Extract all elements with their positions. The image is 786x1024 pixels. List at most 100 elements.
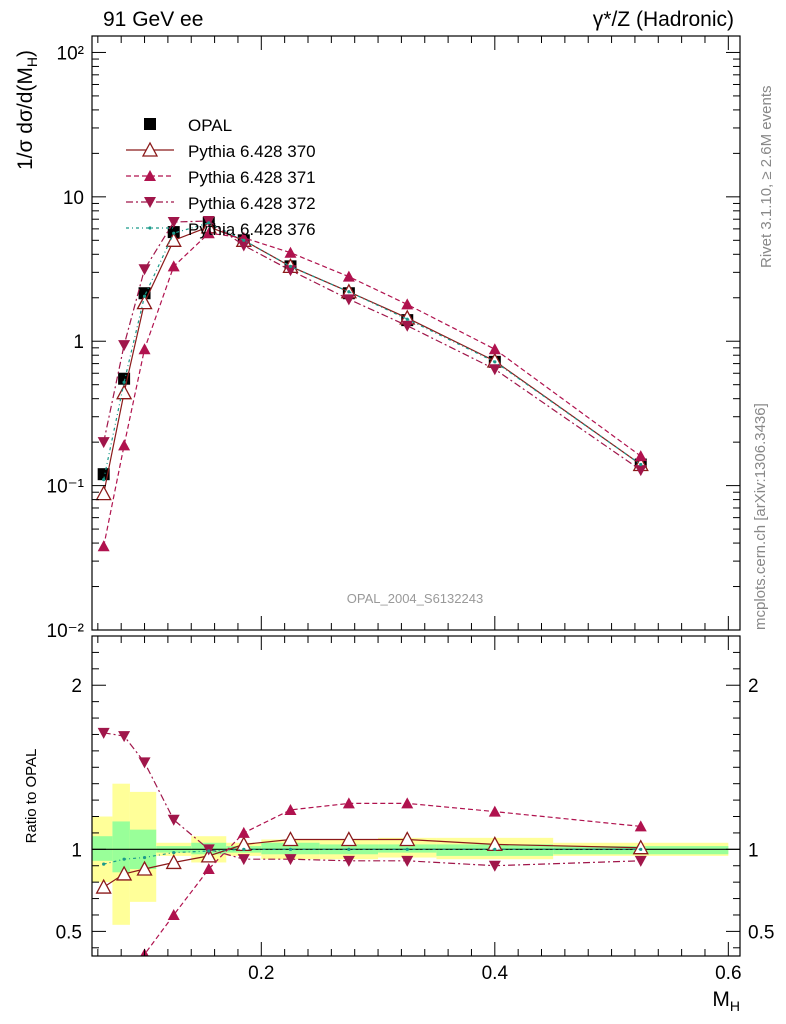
ratio-point-pythia-6-428-372-3	[167, 814, 180, 826]
main-point-pythia-6-428-371-5	[237, 231, 250, 243]
ratio-line-pythia-6-428-371	[139, 802, 641, 956]
ratio-point-pythia-6-428-376-1	[122, 857, 126, 861]
ratio-point-pythia-6-428-376-2	[142, 855, 147, 860]
ratio-point-pythia-6-428-372-9	[488, 860, 501, 872]
main-point-pythia-6-428-371-7	[342, 270, 355, 282]
main-point-pythia-6-428-376-0	[102, 478, 106, 482]
legend-marker-opal	[144, 118, 156, 130]
main-ytick-label-0: 10⁻²	[47, 621, 85, 642]
ratio-point-pythia-6-428-371-10	[634, 820, 647, 832]
main-point-pythia-6-428-371-3	[167, 260, 180, 272]
ratio-xtick-label-2: 0.6	[715, 963, 741, 984]
ratio-ylabel: Ratio to OPAL	[23, 749, 40, 844]
ratio-point-pythia-6-428-371-9	[488, 805, 501, 817]
legend-label-pythia-6-428-372: Pythia 6.428 372	[188, 194, 316, 213]
mcplots-reference-label: mcplots.cern.ch [arXiv:1306.3436]	[752, 403, 769, 630]
main-point-pythia-6-428-376-9	[493, 360, 497, 364]
main-line-pythia-6-428-371	[103, 232, 642, 547]
ratio-ytick-label-right-0: 0.5	[748, 922, 774, 943]
main-point-pythia-6-428-376-10	[639, 462, 643, 467]
main-point-pythia-6-428-372-0	[97, 437, 110, 449]
ratio-point-pythia-6-428-371-8	[401, 797, 414, 809]
main-point-pythia-6-428-372-2	[138, 264, 151, 276]
main-ytick-label-1: 10⁻¹	[47, 477, 85, 498]
main-point-pythia-6-428-376-7	[347, 290, 351, 294]
ratio-point-pythia-6-428-376-3	[172, 851, 176, 855]
ratio-point-pythia-6-428-370-0	[95, 878, 112, 894]
main-point-pythia-6-428-370-3	[165, 231, 182, 247]
main-point-pythia-6-428-376-4	[207, 221, 211, 225]
ratio-ytick-label-right-2: 2	[748, 676, 759, 697]
legend-label-pythia-6-428-371: Pythia 6.428 371	[188, 168, 316, 187]
ratio-xtick-label-0: 0.2	[248, 963, 274, 984]
ratio-point-pythia-6-428-371-7	[342, 797, 355, 809]
ratio-ytick-label-left-0: 0.5	[56, 922, 82, 943]
ratio-point-pythia-6-428-371-4	[202, 863, 215, 875]
ratio-point-pythia-6-428-370-2	[136, 860, 153, 876]
legend-label-opal: OPAL	[188, 116, 232, 135]
main-point-pythia-6-428-372-3	[167, 216, 180, 228]
main-ytick-label-4: 10²	[57, 43, 84, 64]
main-point-pythia-6-428-372-9	[488, 364, 501, 376]
ratio-point-pythia-6-428-376-8	[405, 847, 409, 851]
main-ytick-label-2: 1	[73, 332, 84, 353]
ratio-point-pythia-6-428-372-0	[97, 727, 110, 739]
ratio-point-pythia-6-428-370-7	[340, 831, 357, 847]
legend-marker-pythia-6-428-372	[144, 197, 156, 208]
main-point-pythia-6-428-376-8	[405, 317, 409, 321]
main-point-pythia-6-428-371-6	[284, 246, 297, 258]
main-point-pythia-6-428-371-1	[118, 439, 131, 451]
main-point-pythia-6-428-372-1	[118, 340, 131, 352]
main-point-pythia-6-428-371-0	[97, 540, 110, 552]
ratio-point-pythia-6-428-372-10	[634, 855, 647, 867]
main-point-pythia-6-428-370-2	[136, 294, 153, 310]
ratio-point-pythia-6-428-370-6	[282, 831, 299, 847]
main-point-pythia-6-428-372-8	[401, 320, 414, 332]
legend-marker-pythia-6-428-371	[144, 170, 156, 181]
ratio-point-pythia-6-428-376-0	[102, 862, 106, 866]
legend-label-pythia-6-428-376: Pythia 6.428 376	[188, 220, 316, 239]
main-point-pythia-6-428-372-5	[237, 240, 250, 252]
main-line-pythia-6-428-370	[103, 226, 642, 494]
ratio-point-pythia-6-428-370-3	[165, 854, 182, 870]
band-inner-1	[112, 821, 130, 873]
main-point-pythia-6-428-376-2	[142, 294, 147, 298]
ratio-frame	[91, 635, 741, 957]
header-left-label: 91 GeV ee	[103, 8, 204, 31]
main-point-pythia-6-428-371-8	[401, 298, 414, 310]
ratio-point-pythia-6-428-371-6	[284, 803, 297, 815]
ratio-point-pythia-6-428-370-4	[200, 847, 217, 863]
ratio-point-pythia-6-428-372-1	[118, 731, 131, 743]
main-point-pythia-6-428-372-10	[634, 465, 647, 477]
legend-marker-pythia-6-428-370	[141, 141, 159, 157]
ratio-point-pythia-6-428-376-5	[242, 847, 246, 851]
ratio-point-pythia-6-428-370-1	[116, 865, 133, 881]
main-point-pythia-6-428-371-10	[634, 450, 647, 462]
ratio-point-pythia-6-428-371-0	[98, 966, 110, 977]
main-line-pythia-6-428-376	[103, 222, 642, 480]
ratio-point-pythia-6-428-370-10	[632, 839, 649, 855]
ratio-point-pythia-6-428-371-1	[118, 958, 130, 969]
band-inner-0	[92, 836, 113, 861]
main-ytick-label-3: 10	[63, 188, 84, 209]
ratio-point-pythia-6-428-372-6	[284, 854, 297, 866]
main-series-group	[95, 216, 649, 552]
main-ylabel: 1/σ dσ/d(MH)	[14, 50, 40, 170]
ratio-point-pythia-6-428-372-8	[401, 855, 414, 867]
ratio-point-pythia-6-428-376-4	[207, 849, 211, 853]
ratio-ytick-label-right-1: 1	[748, 840, 759, 861]
ratio-point-pythia-6-428-376-6	[288, 847, 293, 851]
ratio-ytick-label-left-2: 2	[71, 676, 82, 697]
main-point-pythia-6-428-371-4	[202, 227, 215, 239]
ratio-ytick-label-left-1: 1	[71, 840, 82, 861]
ratio-point-pythia-6-428-376-9	[493, 847, 497, 851]
ratio-point-pythia-6-428-376-10	[639, 847, 643, 851]
header-right-label: γ*/Z (Hadronic)	[592, 8, 734, 31]
ratio-series-group	[95, 727, 649, 977]
main-point-pythia-6-428-376-5	[242, 238, 246, 242]
rivet-version-label: Rivet 3.1.10, ≥ 2.6M events	[758, 85, 775, 269]
main-point-pythia-6-428-372-7	[342, 294, 355, 306]
ratio-point-pythia-6-428-372-7	[342, 855, 355, 867]
main-point-pythia-6-428-371-9	[488, 343, 501, 355]
